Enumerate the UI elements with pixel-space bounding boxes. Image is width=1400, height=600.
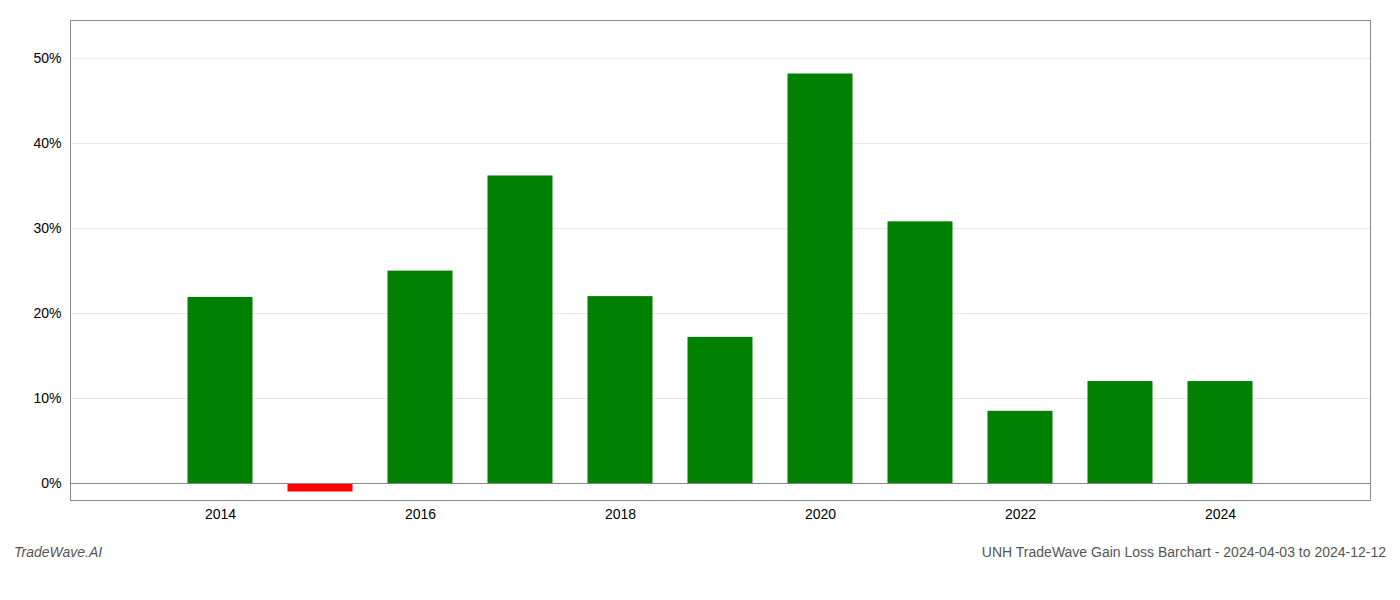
svg-text:10%: 10%: [33, 390, 61, 406]
svg-text:2020: 2020: [805, 506, 836, 522]
svg-text:2014: 2014: [205, 506, 236, 522]
svg-text:20%: 20%: [33, 305, 61, 321]
html-text:UNH TradeWave Gain Loss Barcha: UNH TradeWave Gain Loss Barchart - 2024-…: [981, 544, 1386, 560]
svg-text:30%: 30%: [33, 220, 61, 236]
svg-text:2022: 2022: [1005, 506, 1036, 522]
svg-text:2016: 2016: [405, 506, 436, 522]
svg-text:0%: 0%: [41, 475, 61, 491]
svg-text:40%: 40%: [33, 135, 61, 151]
svg-text:50%: 50%: [33, 50, 61, 66]
html-text:TradeWave.AI: TradeWave.AI: [14, 544, 103, 560]
svg-text:2018: 2018: [605, 506, 636, 522]
svg-text:2024: 2024: [1205, 506, 1236, 522]
